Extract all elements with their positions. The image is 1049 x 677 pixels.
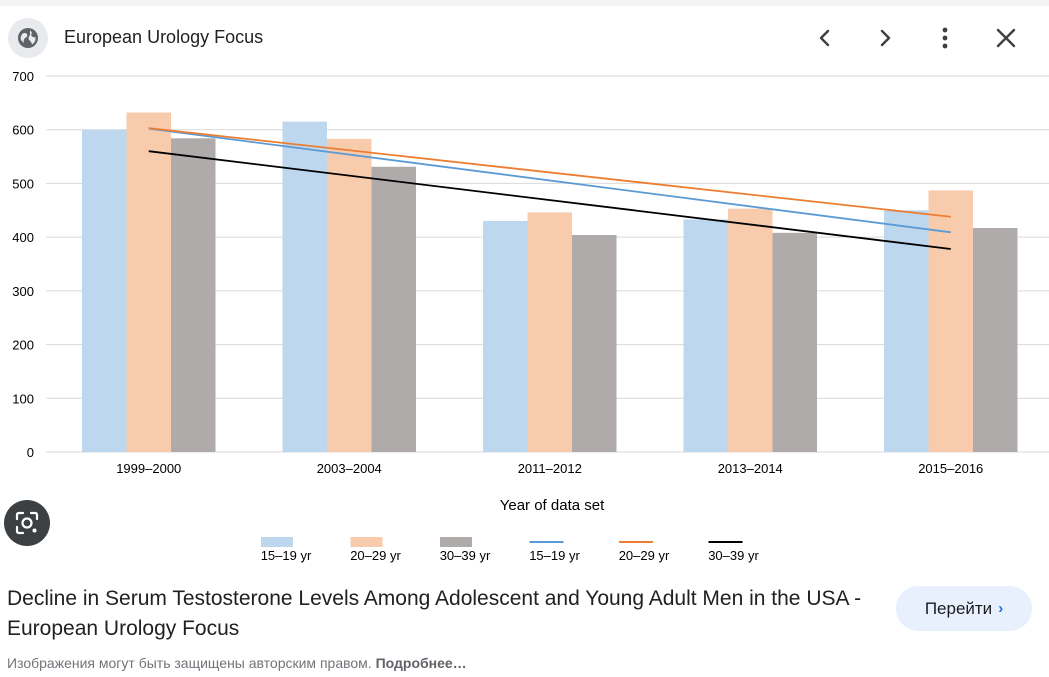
y-tick-label: 100 xyxy=(12,391,34,406)
bar xyxy=(282,121,327,453)
y-tick-label: 0 xyxy=(27,445,34,460)
chart-image[interactable]: 0 100 200 300 400 500 600 700 1999–2000 2003–2004… xyxy=(0,60,1049,580)
bar xyxy=(973,228,1018,452)
legend-swatch xyxy=(261,537,293,547)
learn-more-link[interactable]: Подробнее… xyxy=(375,655,467,671)
legend-label: 15–19 yr xyxy=(529,548,580,563)
site-favicon[interactable] xyxy=(8,18,48,58)
x-tick-label: 2003–2004 xyxy=(317,461,382,476)
viewer-header: European Urology Focus xyxy=(0,6,1049,70)
legend-swatch xyxy=(440,537,472,547)
next-button[interactable] xyxy=(867,20,903,56)
y-tick-label: 700 xyxy=(12,69,34,84)
close-button[interactable] xyxy=(988,20,1024,56)
copyright-notice: Изображения могут быть защищены авторски… xyxy=(7,655,467,671)
copyright-text: Изображения могут быть защищены авторски… xyxy=(7,655,372,671)
y-tick-label: 500 xyxy=(12,176,34,191)
bar xyxy=(82,129,127,452)
y-tick-label: 400 xyxy=(12,230,34,245)
globe-icon xyxy=(18,28,38,48)
bar xyxy=(572,234,617,452)
x-tick-label: 2015–2016 xyxy=(918,461,983,476)
bar xyxy=(683,219,728,452)
bar xyxy=(772,232,817,452)
y-tick-label: 600 xyxy=(12,123,34,138)
bar xyxy=(884,210,929,452)
trendline xyxy=(148,127,951,218)
bar xyxy=(171,138,216,452)
legend-label: 15–19 yr xyxy=(261,548,312,563)
google-lens-button[interactable] xyxy=(4,500,50,546)
previous-button[interactable] xyxy=(807,20,843,56)
bar xyxy=(327,138,372,452)
more-vert-icon xyxy=(942,27,948,49)
bar xyxy=(928,190,973,452)
visit-button-label: Перейти xyxy=(924,598,993,618)
chevron-right-icon: › xyxy=(998,600,1004,617)
y-tick-label: 300 xyxy=(12,284,34,299)
legend-label: 30–39 yr xyxy=(708,548,759,563)
bar xyxy=(371,166,416,452)
chevron-left-icon xyxy=(819,29,830,47)
trendline xyxy=(148,127,951,234)
top-border xyxy=(0,0,1049,6)
bar xyxy=(527,212,572,452)
x-tick-label: 1999–2000 xyxy=(116,461,181,476)
bar xyxy=(483,221,528,452)
trendline xyxy=(148,150,951,250)
chevron-right-icon xyxy=(880,29,891,47)
x-axis-label: Year of data set xyxy=(500,497,605,514)
lens-icon xyxy=(15,511,39,535)
bar xyxy=(728,208,773,452)
more-options-button[interactable] xyxy=(927,20,963,56)
testosterone-chart: 0 100 200 300 400 500 600 700 1999–2000 2003–2004… xyxy=(12,69,1049,563)
legend-swatch xyxy=(350,537,383,547)
image-title-link[interactable]: Decline in Serum Testosterone Levels Amo… xyxy=(7,587,862,640)
close-icon xyxy=(996,28,1016,48)
bar xyxy=(126,112,171,453)
site-name[interactable]: European Urology Focus xyxy=(64,27,264,47)
x-tick-label: 2011–2012 xyxy=(518,461,582,476)
y-tick-label: 200 xyxy=(12,338,34,353)
x-tick-label: 2013–2014 xyxy=(718,461,783,476)
visit-button[interactable]: Перейти › xyxy=(896,586,1032,631)
legend-label: 20–29 yr xyxy=(350,548,401,563)
legend-label: 30–39 yr xyxy=(440,548,491,563)
legend-label: 20–29 yr xyxy=(619,548,670,563)
